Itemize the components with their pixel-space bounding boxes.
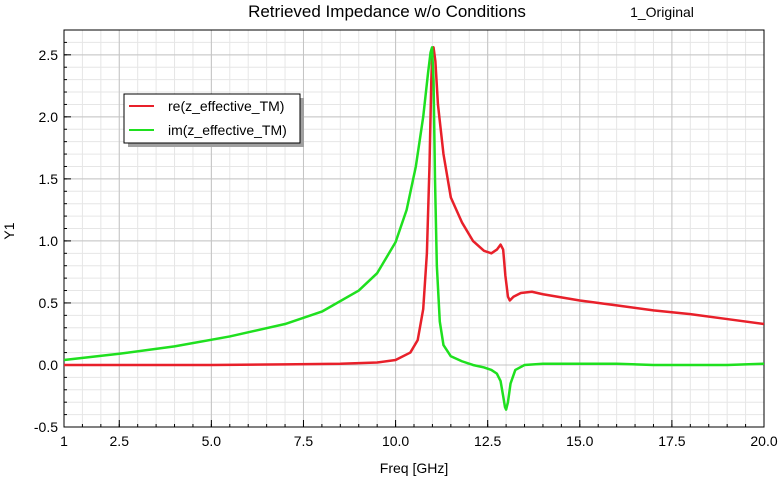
legend[interactable]: re(z_effective_TM) im(z_effective_TM) xyxy=(124,94,304,147)
y-tick-label: 2.0 xyxy=(39,109,59,125)
x-tick-label: 17.5 xyxy=(658,433,685,449)
legend-label-im: im(z_effective_TM) xyxy=(168,122,287,138)
x-tick-label: 12.5 xyxy=(474,433,501,449)
minor-grid xyxy=(64,30,764,427)
x-axis-label: Freq [GHz] xyxy=(380,460,448,476)
y-axis-label: Y1 xyxy=(1,222,17,239)
y-tick-label: -0.5 xyxy=(34,419,58,435)
y-tick-label: 1.5 xyxy=(39,171,59,187)
y-tick-label: 0.5 xyxy=(39,295,59,311)
y-tick-label: 1.0 xyxy=(39,233,59,249)
y-tick-labels: -0.5 0.0 0.5 1.0 1.5 2.0 2.5 xyxy=(34,47,58,435)
x-tick-labels: 12.55.07.510.012.515.017.520.0 xyxy=(60,433,778,449)
x-tick-label: 20.0 xyxy=(750,433,777,449)
x-tick-label: 2.5 xyxy=(110,433,130,449)
x-tick-label: 15.0 xyxy=(566,433,593,449)
x-tick-label: 1 xyxy=(60,433,68,449)
x-tick-label: 10.0 xyxy=(382,433,409,449)
y-tick-label: 0.0 xyxy=(39,357,59,373)
y-tick-label: 2.5 xyxy=(39,47,59,63)
x-tick-label: 7.5 xyxy=(294,433,314,449)
legend-label-re: re(z_effective_TM) xyxy=(168,98,284,114)
chart-subtitle: 1_Original xyxy=(630,4,694,20)
x-tick-label: 5.0 xyxy=(202,433,222,449)
chart-title: Retrieved Impedance w/o Conditions xyxy=(248,2,526,21)
